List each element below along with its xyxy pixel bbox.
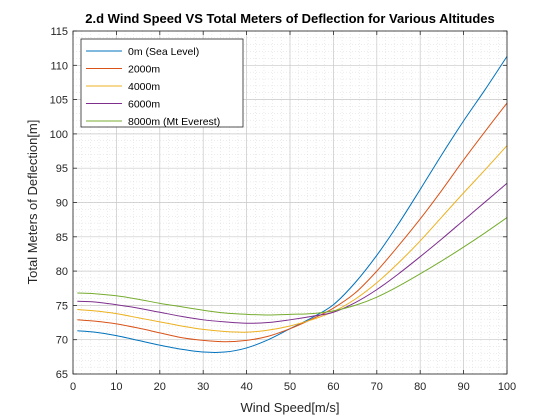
series-line-2 xyxy=(77,145,508,333)
x-tick-label: 90 xyxy=(457,381,469,393)
x-tick-label: 10 xyxy=(110,381,122,393)
legend-label: 4000m xyxy=(128,81,160,93)
series-line-4 xyxy=(77,217,508,316)
y-tick-label: 80 xyxy=(56,266,68,278)
y-tick-label: 105 xyxy=(50,95,68,107)
x-tick-label: 30 xyxy=(197,381,209,393)
y-tick-label: 75 xyxy=(56,300,68,312)
x-tick-label: 50 xyxy=(284,381,296,393)
y-axis-label: Total Meters of Deflection[m] xyxy=(25,120,40,285)
y-tick-label: 110 xyxy=(50,60,68,72)
legend-label: 6000m xyxy=(128,99,160,111)
y-tick-label: 100 xyxy=(50,129,68,141)
legend-box xyxy=(80,38,244,128)
x-tick-label: 20 xyxy=(154,381,166,393)
y-tick-label: 65 xyxy=(56,369,68,381)
y-tick-label: 90 xyxy=(56,198,68,210)
series-layer xyxy=(77,56,508,353)
legend-label: 0m (Sea Level) xyxy=(128,46,199,58)
ticks-layer: 0 10 20 30 40 50 60 70 80 90 100 65 70 75 80 85 90 95 100 1… xyxy=(50,26,517,393)
series-line-1 xyxy=(77,102,508,343)
legend-label: 8000m (Mt Everest) xyxy=(128,116,220,128)
y-tick-label: 95 xyxy=(56,163,68,175)
x-tick-label: 100 xyxy=(498,381,516,393)
x-tick-label: 40 xyxy=(240,381,252,393)
x-axis-label: Wind Speed[m/s] xyxy=(241,400,340,415)
chart-title: 2.d Wind Speed VS Total Meters of Deflec… xyxy=(85,11,494,26)
y-tick-label: 115 xyxy=(50,26,68,38)
y-tick-label: 70 xyxy=(56,335,68,347)
y-tick-label: 85 xyxy=(56,232,68,244)
x-tick-label: 60 xyxy=(327,381,339,393)
x-tick-label: 0 xyxy=(70,381,76,393)
legend-label: 2000m xyxy=(128,64,160,76)
legend: 0m (Sea Level) 2000m 4000m 6000m 8000m (Mt E… xyxy=(80,38,244,128)
series-line-3 xyxy=(77,182,508,324)
x-tick-label: 80 xyxy=(414,381,426,393)
x-tick-label: 70 xyxy=(371,381,383,393)
